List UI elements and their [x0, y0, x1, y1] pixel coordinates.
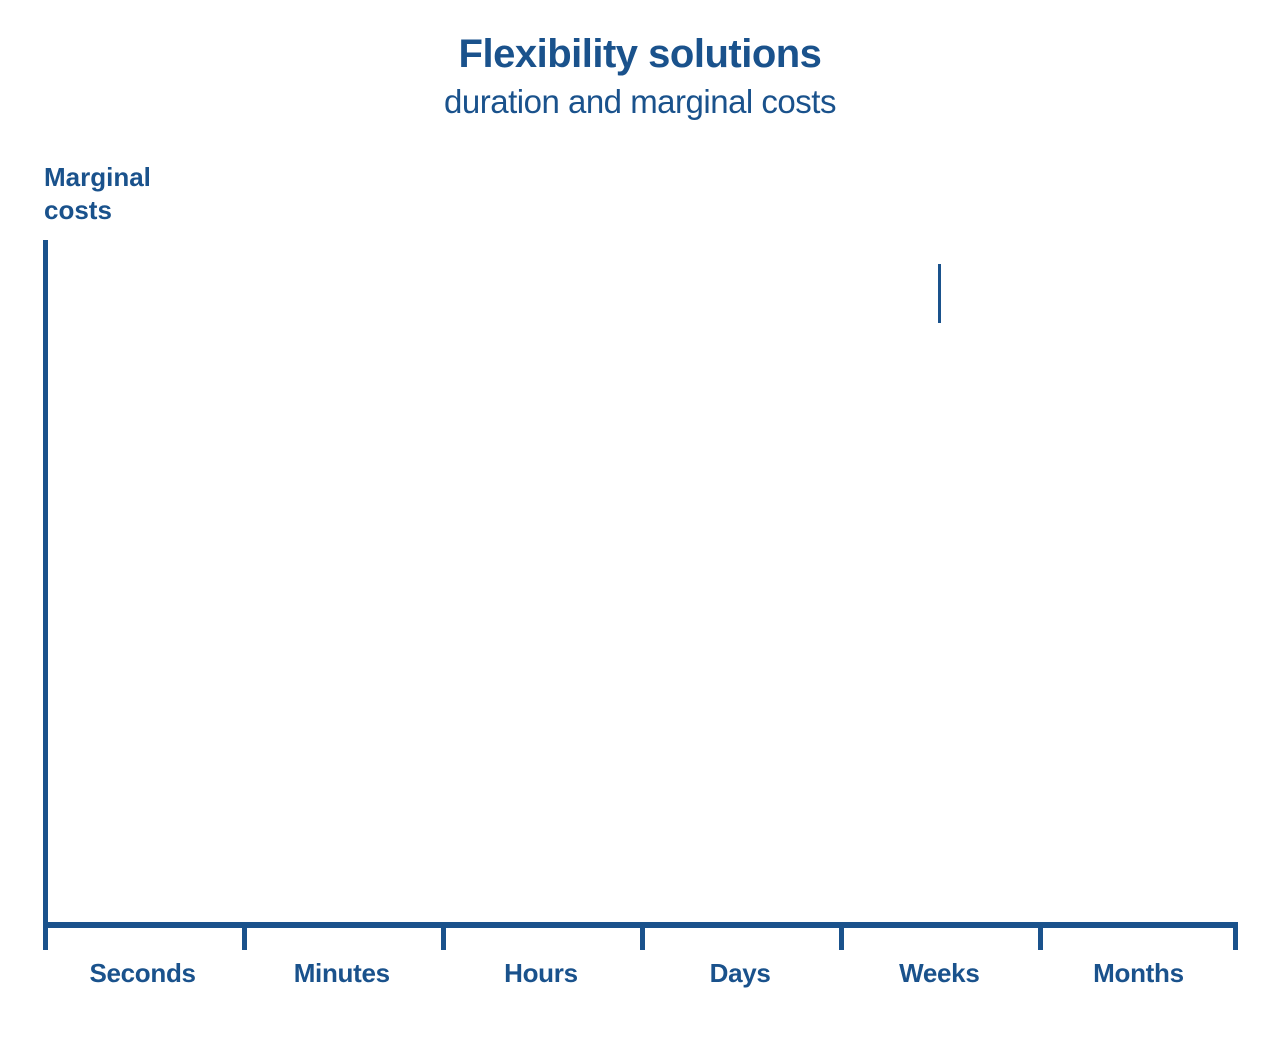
- x-axis-tick: [242, 922, 247, 950]
- x-axis-label-hours: Hours: [504, 958, 578, 988]
- y-axis-line: [43, 240, 48, 950]
- x-axis-tick: [640, 922, 645, 950]
- x-axis-labels: Seconds Minutes Hours Days Weeks Months: [43, 958, 1238, 989]
- x-axis-label-days: Days: [709, 958, 771, 988]
- x-axis-label-weeks: Weeks: [899, 958, 980, 988]
- x-axis-label-months: Months: [1093, 958, 1184, 988]
- weeks-annotation-line-segment: [938, 264, 941, 323]
- x-axis-label-seconds: Seconds: [89, 958, 196, 988]
- chart-title: Flexibility solutions: [458, 32, 822, 76]
- chart-subtitle: duration and marginal costs: [444, 83, 836, 120]
- chart-header: Flexibility solutions duration and margi…: [0, 32, 1280, 120]
- y-axis-label: Marginal costs: [44, 162, 151, 225]
- x-axis-tick: [441, 922, 446, 950]
- x-axis-tick: [1038, 922, 1043, 950]
- x-axis-tick: [839, 922, 844, 950]
- x-axis-label-minutes: Minutes: [293, 958, 390, 988]
- x-axis-tick: [1233, 922, 1238, 950]
